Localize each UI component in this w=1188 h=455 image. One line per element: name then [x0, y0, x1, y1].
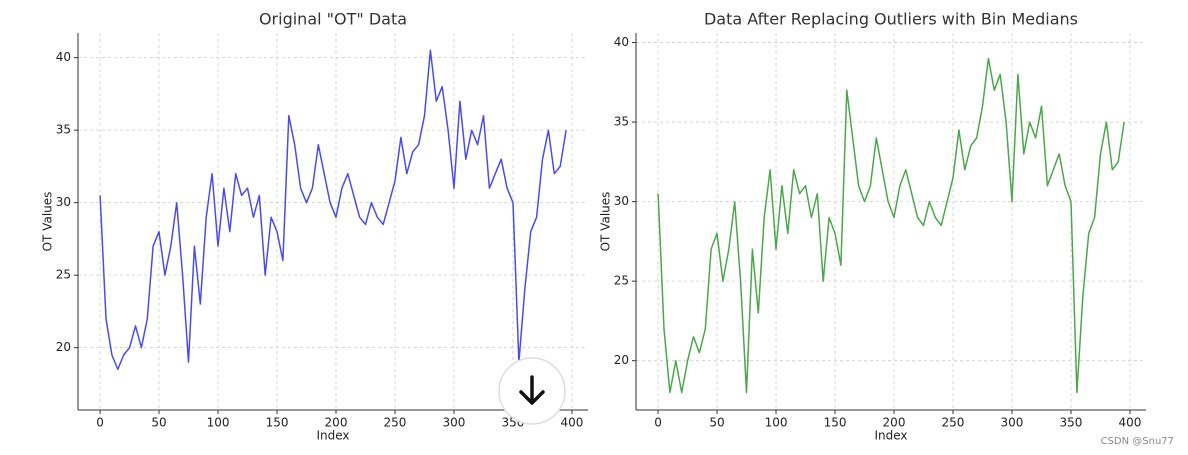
- watermark: CSDN @Snu77: [1101, 436, 1174, 447]
- data-line: [657, 57, 1125, 394]
- scroll-down-button[interactable]: [498, 357, 566, 425]
- arrow-icon: [519, 375, 545, 405]
- x-tick-label: 200: [883, 416, 906, 430]
- x-tick-label: 350: [1060, 416, 1083, 430]
- x-tick-label: 300: [1001, 416, 1024, 430]
- x-tick-label: 150: [824, 416, 847, 430]
- x-tick-label: 200: [325, 416, 348, 430]
- y-tick-label: 25: [614, 274, 629, 288]
- x-tick-label: 250: [942, 416, 965, 430]
- x-tick-label: 250: [384, 416, 407, 430]
- x-tick-label: 300: [443, 416, 466, 430]
- y-tick-label: 20: [56, 340, 71, 354]
- y-tick-label: 30: [614, 194, 629, 208]
- y-tick-label: 30: [56, 195, 71, 209]
- x-tick-label: 400: [561, 416, 584, 430]
- x-axis-label: Index: [316, 429, 349, 443]
- chart-title: Original "OT" Data: [259, 10, 407, 29]
- y-axis-label: OT Values: [599, 192, 613, 252]
- x-tick-label: 50: [709, 416, 724, 430]
- chart-title: Data After Replacing Outliers with Bin M…: [704, 10, 1078, 29]
- x-tick-label: 100: [765, 416, 788, 430]
- y-axis-label: OT Values: [41, 192, 55, 252]
- x-tick-label: 100: [207, 416, 230, 430]
- y-tick-label: 40: [56, 50, 71, 64]
- x-axis-label: Index: [874, 429, 907, 443]
- x-tick-label: 400: [1119, 416, 1142, 430]
- y-tick-label: 35: [56, 123, 71, 137]
- x-tick-label: 0: [96, 416, 104, 430]
- data-line: [99, 49, 567, 371]
- y-tick-label: 40: [614, 35, 629, 49]
- y-tick-label: 20: [614, 353, 629, 367]
- x-tick-label: 50: [151, 416, 166, 430]
- y-tick-label: 35: [614, 115, 629, 129]
- x-tick-label: 150: [266, 416, 289, 430]
- y-tick-label: 25: [56, 268, 71, 282]
- x-tick-label: 0: [654, 416, 662, 430]
